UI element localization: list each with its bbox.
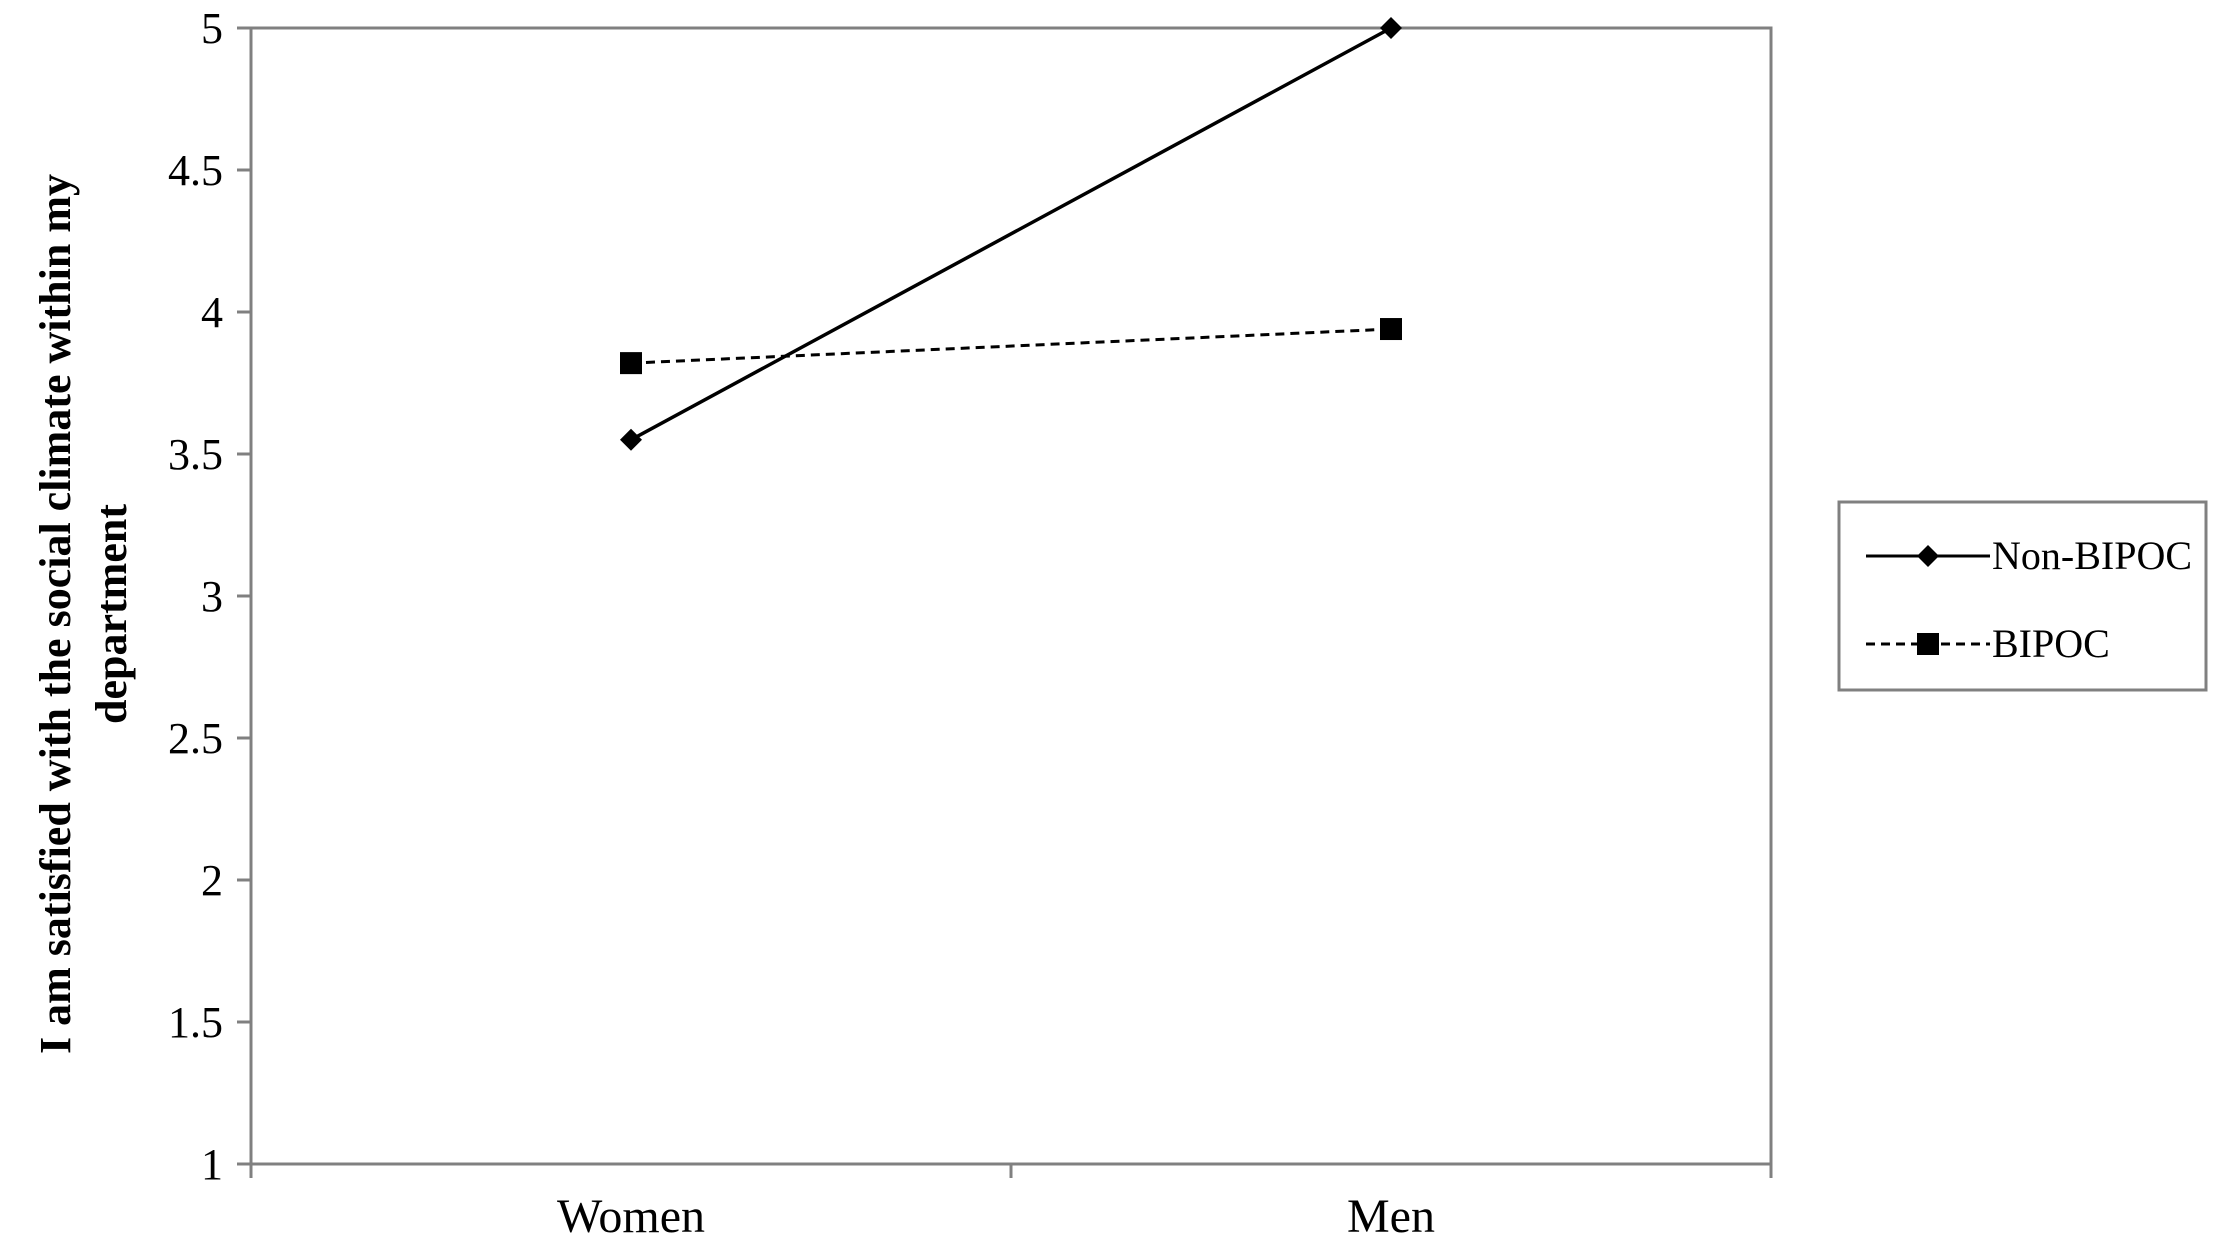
data-point <box>1380 17 1402 39</box>
y-tick-label: 5 <box>201 4 223 53</box>
legend-marker <box>1917 633 1939 655</box>
y-tick-label: 4 <box>201 288 223 337</box>
x-category-label: Women <box>557 1190 705 1243</box>
data-point <box>620 352 642 375</box>
y-axis-label: I am satisfied with the social climate w… <box>31 174 136 1054</box>
y-tick-label: 1.5 <box>168 998 223 1047</box>
y-tick-label: 4.5 <box>168 146 223 195</box>
series-layer <box>620 17 1402 451</box>
data-point <box>620 428 642 451</box>
plot-area-frame <box>249 26 1773 1166</box>
legend: Non-BIPOC BIPOC <box>1837 500 2208 692</box>
legend-marker <box>1917 545 1939 567</box>
y-axis-label-line-1: I am satisfied with the social climate w… <box>31 174 80 1054</box>
y-tick-label: 1 <box>201 1140 223 1189</box>
y-tick-label: 2.5 <box>168 714 223 763</box>
y-axis-label-line-2: department <box>87 504 136 724</box>
series-line <box>630 327 1392 365</box>
legend-box <box>1837 500 2208 692</box>
x-category-label: Men <box>1347 1190 1435 1243</box>
y-tick-label: 3 <box>201 572 223 621</box>
y-axis-ticks: 1 1.5 2 2.5 3 3.5 4 4.5 5 <box>168 4 251 1189</box>
data-point <box>1380 318 1402 341</box>
y-tick-label: 2 <box>201 856 223 905</box>
legend-entry: Non-BIPOC <box>1866 533 2192 578</box>
series-line <box>630 26 1392 442</box>
legend-label: Non-BIPOC <box>1992 533 2192 578</box>
series-bipoc <box>620 318 1402 375</box>
y-tick-label: 3.5 <box>168 430 223 479</box>
legend-entry: BIPOC <box>1866 621 2110 666</box>
legend-label: BIPOC <box>1992 621 2110 666</box>
series-non-bipoc <box>620 17 1402 451</box>
x-axis-ticks: Women Men <box>249 1164 1773 1243</box>
